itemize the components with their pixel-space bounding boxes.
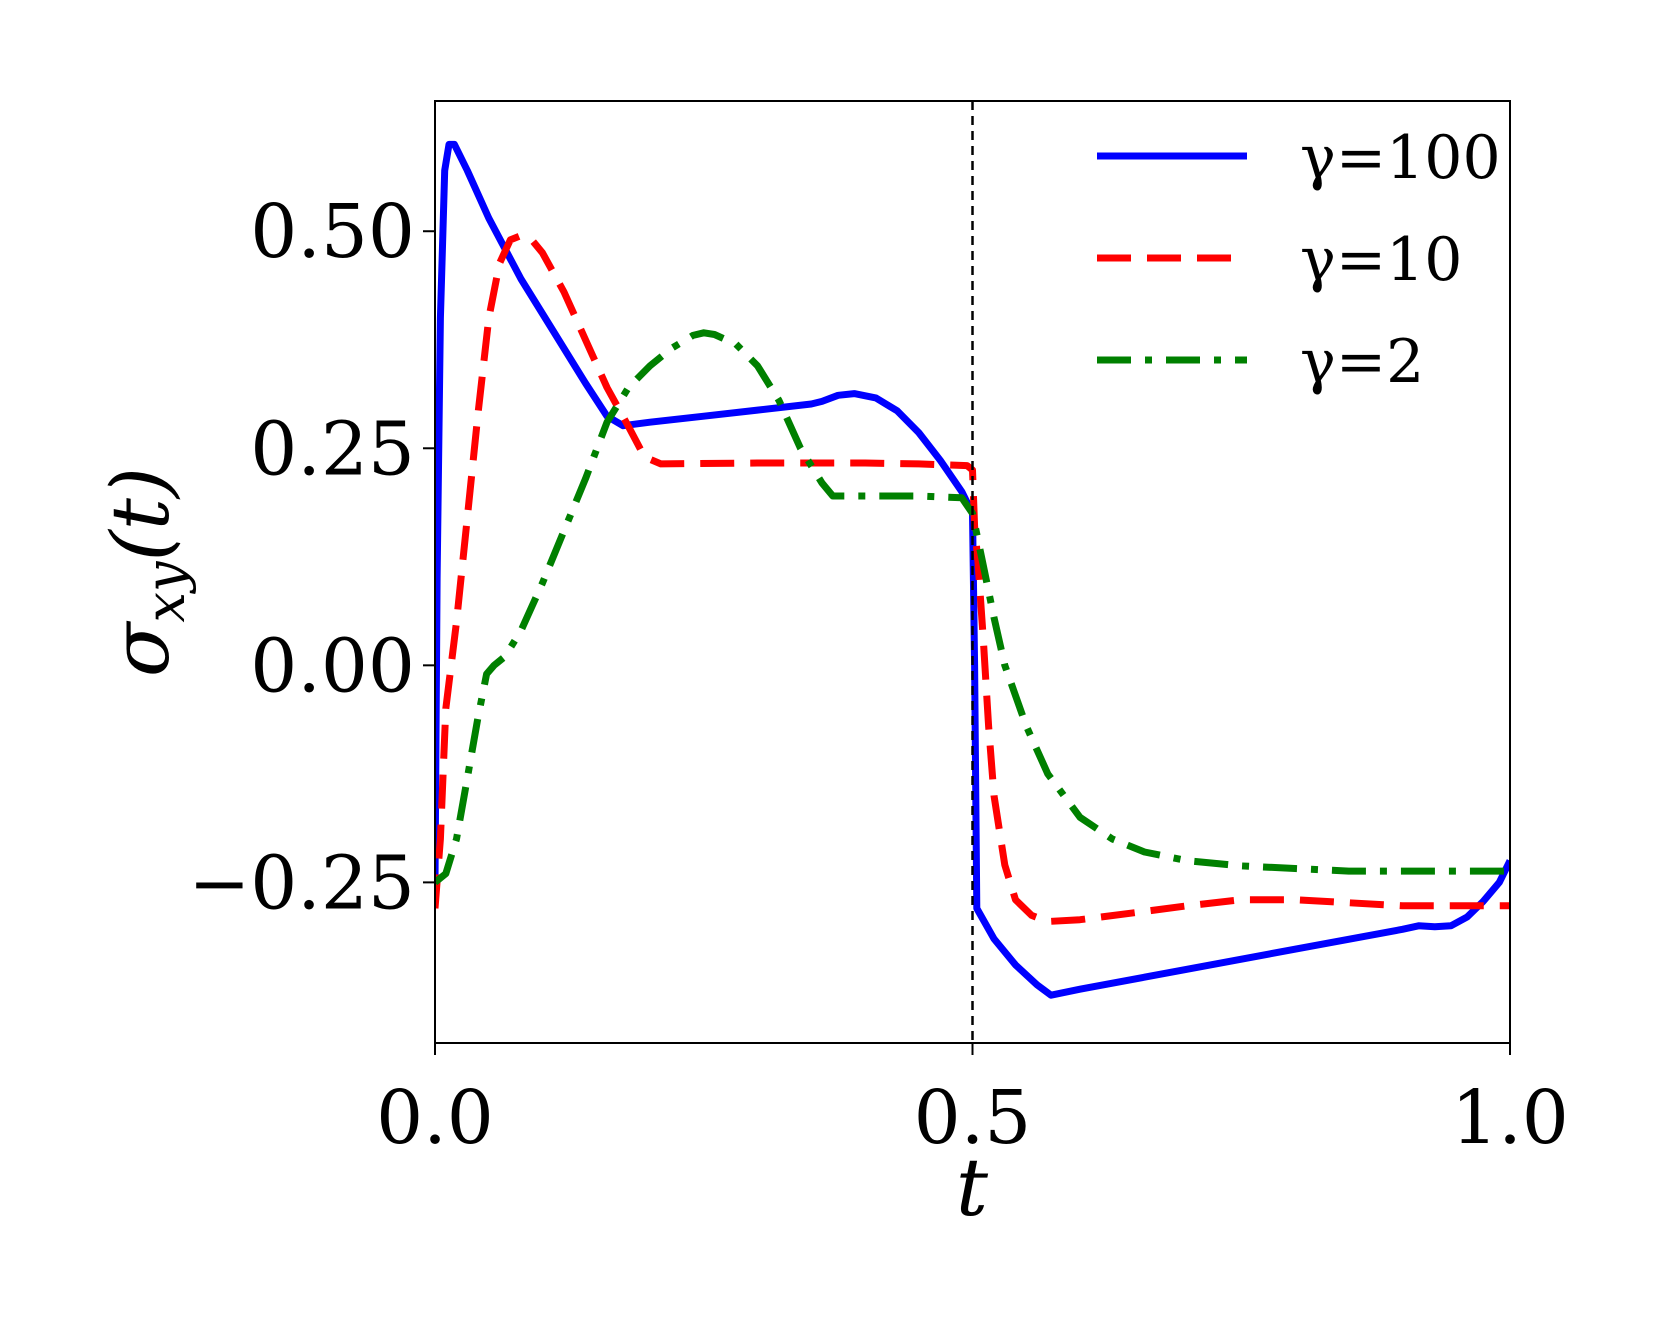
y-axis-label-suffix: (t) bbox=[94, 467, 187, 562]
series-line-2 bbox=[435, 232, 1510, 925]
y-tick-label: −0.25 bbox=[188, 840, 415, 926]
y-tick-label: 0.25 bbox=[250, 406, 415, 492]
y-tick-label: 0.50 bbox=[250, 189, 415, 275]
y-axis-label: σxy(t) bbox=[94, 467, 197, 677]
series-line-3 bbox=[435, 329, 1510, 886]
legend: γ=100 γ=10 γ=2 bbox=[1097, 123, 1501, 397]
legend-label: γ=2 bbox=[1300, 327, 1424, 397]
y-axis-label-base: σ bbox=[94, 620, 187, 677]
y-tick-label: 0.00 bbox=[250, 623, 415, 709]
y-axis-label-subscript: xy bbox=[134, 560, 197, 622]
x-tick-label: 0.5 bbox=[914, 1075, 1032, 1161]
x-tick-label: 1.0 bbox=[1451, 1075, 1569, 1161]
x-axis-label: t bbox=[956, 1141, 989, 1234]
legend-label: γ=100 bbox=[1300, 123, 1501, 193]
series-layer bbox=[435, 140, 1510, 999]
x-tick-label: 0.0 bbox=[376, 1075, 494, 1161]
legend-label: γ=10 bbox=[1300, 225, 1462, 295]
x-axis-ticks: 0.0 0.5 1.0 bbox=[376, 1043, 1569, 1161]
series-line-1 bbox=[435, 140, 1510, 999]
y-axis-ticks: −0.25 0.00 0.25 0.50 bbox=[188, 189, 435, 926]
